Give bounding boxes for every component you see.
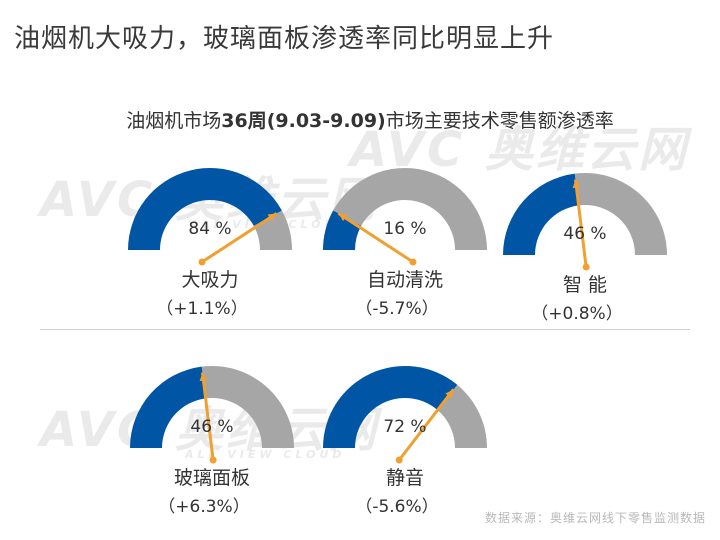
- gauge-needle-base: [198, 258, 206, 266]
- gauge-needle-base: [409, 258, 417, 266]
- gauge-value-arc: [323, 365, 458, 448]
- gauge-category-label: 智 能: [563, 274, 607, 296]
- gauge-value-arc: [323, 210, 362, 250]
- gauge-needle-base: [209, 456, 217, 464]
- data-source: 数据来源：奥维云网线下零售监测数据: [484, 511, 706, 525]
- gauge-value-label: 84 %: [188, 219, 231, 239]
- gauge-remaining-arc: [201, 366, 294, 448]
- gauge-needle-base: [395, 456, 403, 464]
- chart-title-week: 36周: [221, 110, 267, 132]
- gauge-needle-head: [267, 213, 277, 222]
- gauge-needle: [397, 388, 455, 461]
- gauge-remaining-arc: [333, 168, 487, 250]
- gauge-value-arc: [503, 173, 579, 255]
- chart-title-prefix: 油烟机市场: [126, 110, 222, 132]
- page-title: 油烟机大吸力，玻璃面板渗透率同比明显上升: [14, 24, 555, 54]
- gauge-value-label: 46 %: [190, 417, 233, 437]
- gauge-value-label: 46 %: [563, 224, 606, 244]
- gauge-needle-head: [338, 213, 348, 222]
- gauge-change-label: （-5.6%）: [355, 497, 438, 517]
- gauge-remaining-arc: [253, 210, 292, 250]
- gauge-needle-head: [572, 179, 581, 189]
- gauge-value-label: 16 %: [383, 219, 426, 239]
- row-divider: [40, 329, 690, 330]
- gauge-needle: [337, 212, 414, 264]
- gauge-change-label: （+0.8%）: [531, 304, 622, 324]
- gauge-change-label: （-5.7%）: [355, 299, 438, 319]
- gauge-needle-head: [445, 389, 454, 399]
- chart-title-suffix: 市场主要技术零售额渗透率: [385, 110, 614, 132]
- gauge-change-label: （+6.3%）: [158, 497, 249, 517]
- gauge-change-label: （+1.1%）: [156, 299, 247, 319]
- gauge-needle-head: [199, 372, 208, 382]
- gauge-category-label: 自动清洗: [367, 269, 443, 291]
- gauge-value-label: 72 %: [383, 417, 426, 437]
- gauge-remaining-arc: [436, 384, 487, 448]
- gauge-remaining-arc: [574, 173, 667, 255]
- gauge-needle: [201, 212, 278, 264]
- gauge-needle: [573, 179, 588, 268]
- gauge-needle: [200, 372, 215, 461]
- gauge-category-label: 玻璃面板: [174, 467, 250, 489]
- chart-title: 油烟机市场36周(9.03-9.09)市场主要技术零售额渗透率: [60, 108, 680, 134]
- gauge-category-label: 大吸力: [181, 269, 238, 291]
- gauge-needle-base: [582, 263, 590, 271]
- chart-title-range: (9.03-9.09): [266, 110, 386, 132]
- gauge-category-label: 静音: [386, 467, 424, 489]
- gauge-value-arc: [130, 366, 206, 448]
- gauge-value-arc: [128, 168, 282, 250]
